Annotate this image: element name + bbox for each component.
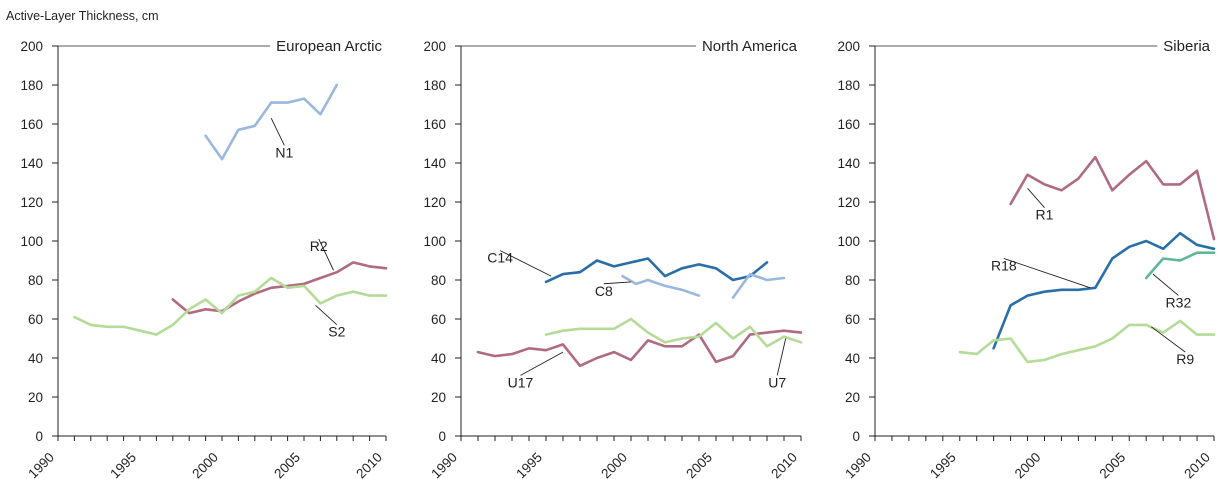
siberia-y-tick-label: 200 [837,39,860,54]
panel-european-arctic: European Arctic 0 20 40 60 80 100 120 140 160 180 2… [20,37,389,479]
north-america-y-tick-label: 0 [438,429,446,444]
european-arctic-series-r2 [171,261,388,315]
north-america-series-u7 [544,317,803,348]
north-america-leader-c8 [603,281,632,285]
y-axis-title: Active-Layer Thickness, cm [6,9,159,23]
european-arctic-label-s2: S2 [328,324,345,340]
panel-north-america: North America 0 20 40 60 80 100 120 140 160 180 200… [423,37,804,479]
european-arctic-y-tick-label: 100 [20,234,43,249]
north-america-y-tick-label: 180 [423,78,446,93]
north-america-leader-c14 [499,250,552,277]
european-arctic-title-backing [270,37,389,56]
north-america-series-c8 [621,274,701,297]
north-america-x-tick-label: 1990 [428,450,460,479]
siberia-y-tick-label: 60 [845,312,860,327]
north-america-label-u7: U7 [768,374,786,390]
siberia-series-r32 [1144,251,1216,280]
european-arctic-leader-n1 [270,117,285,146]
north-america-y-tick-label: 100 [423,234,446,249]
european-arctic-series-s2 [73,276,388,336]
north-america-title-backing [695,37,804,56]
north-america-y-tick-label: 120 [423,195,446,210]
north-america-y-tick-label: 60 [431,312,446,327]
siberia-leader-r9 [1151,326,1186,353]
european-arctic-x-tick-label: 2010 [353,450,385,479]
european-arctic-label-r2: R2 [310,238,328,254]
siberia-x-tick-label: 1990 [842,450,874,479]
siberia-title: Siberia [1163,38,1210,55]
north-america-x-tick-label: 1995 [513,450,545,479]
european-arctic-label-n1: N1 [275,144,293,160]
siberia-x-tick-label: 2000 [1012,450,1044,479]
siberia-label-r32: R32 [1166,294,1192,310]
siberia-leader-r18 [1003,257,1091,289]
european-arctic-y-tick-label: 200 [20,39,43,54]
siberia-y-tick-label: 160 [837,117,860,132]
siberia-x-tick-label: 1995 [927,450,959,479]
north-america-y-tick-label: 80 [431,273,446,288]
north-america-y-tick-label: 140 [423,156,446,171]
north-america-x-tick-label: 2005 [683,450,715,479]
north-america-series-c8 [731,272,786,299]
european-arctic-y-tick-label: 80 [28,273,43,288]
european-arctic-y-tick-label: 180 [20,78,43,93]
siberia-leader-r32 [1152,273,1179,296]
european-arctic-y-tick-label: 0 [35,429,43,444]
european-arctic-y-tick-label: 40 [28,351,43,366]
european-arctic-y-tick-label: 140 [20,156,43,171]
siberia-x-tick-label: 2010 [1181,450,1213,479]
north-america-title: North America [702,38,798,55]
north-america-series-c14 [544,257,769,284]
siberia-label-r18: R18 [991,257,1017,273]
north-america-y-tick-label: 20 [431,390,446,405]
european-arctic-x-tick-label: 1990 [25,450,57,479]
siberia-label-r1: R1 [1036,207,1054,223]
north-america-leader-u17 [520,351,564,376]
european-arctic-leader-r2 [318,238,334,271]
siberia-series-r1 [1009,155,1216,241]
european-arctic-series-n1 [204,83,339,161]
north-america-label-u17: U17 [508,374,534,390]
siberia-y-tick-label: 100 [837,234,860,249]
european-arctic-x-tick-label: 2000 [189,450,221,479]
siberia-leader-r1 [1027,188,1045,208]
siberia-y-tick-label: 120 [837,195,860,210]
siberia-series-r9 [958,319,1216,364]
siberia-y-tick-label: 0 [852,429,860,444]
european-arctic-x-tick-label: 1995 [107,450,139,479]
european-arctic-title: European Arctic [276,38,382,55]
siberia-series-r18 [992,231,1216,350]
siberia-y-tick-label: 180 [837,78,860,93]
siberia-y-tick-label: 20 [845,390,860,405]
european-arctic-y-tick-label: 160 [20,117,43,132]
north-america-leader-u7 [776,338,787,376]
siberia-label-r9: R9 [1176,351,1194,367]
north-america-y-tick-label: 40 [431,351,446,366]
north-america-y-tick-label: 160 [423,117,446,132]
european-arctic-x-tick-label: 2005 [271,450,303,479]
siberia-title-backing [1157,37,1217,56]
north-america-x-tick-label: 2010 [768,450,800,479]
european-arctic-y-tick-label: 20 [28,390,43,405]
panel-siberia: Siberia 0 20 40 60 80 100 120 140 160 180 200 1990 19… [837,37,1217,479]
north-america-label-c8: C8 [595,283,613,299]
european-arctic-leader-s2 [315,305,338,326]
siberia-y-tick-label: 80 [845,273,860,288]
north-america-series-u17 [476,329,803,368]
siberia-y-tick-label: 40 [845,351,860,366]
european-arctic-y-tick-label: 120 [20,195,43,210]
north-america-x-tick-label: 2000 [598,450,630,479]
european-arctic-y-tick-label: 60 [28,312,43,327]
north-america-label-c14: C14 [487,250,513,266]
siberia-x-tick-label: 2005 [1097,450,1129,479]
siberia-y-tick-label: 140 [837,156,860,171]
north-america-y-tick-label: 200 [423,39,446,54]
